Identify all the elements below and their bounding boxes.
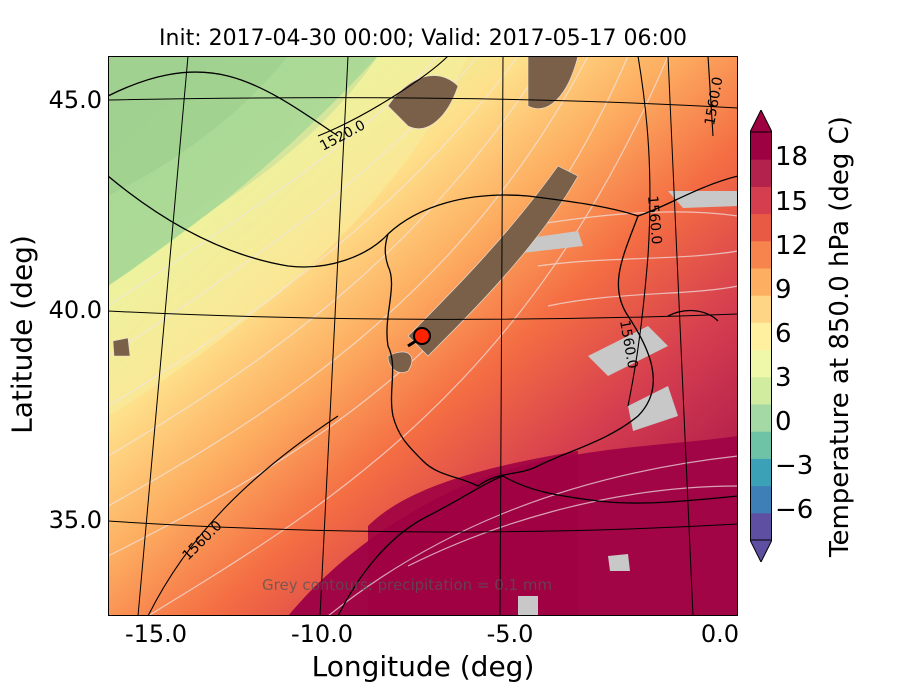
location-marker	[407, 327, 431, 348]
colorbar-label: Temperature at 850.0 hPa (deg C)	[825, 116, 855, 557]
colorbar-extend-max	[750, 110, 772, 133]
colorbar-segment	[750, 485, 772, 514]
y-tick-label: 40.0	[48, 296, 102, 324]
coastline-iberia	[384, 194, 654, 487]
meridian-0	[667, 56, 694, 616]
colorbar-segment	[750, 404, 772, 432]
meridian-15	[137, 56, 189, 616]
map-panel: 1520.0 1560.0 1560.0 1560.0 1560.0	[108, 56, 738, 616]
x-tick-label: 0.0	[700, 620, 740, 648]
x-tick-label: -15.0	[124, 620, 188, 648]
y-axis-label: Latitude (deg)	[5, 235, 39, 434]
colorbar-tick: 6	[775, 319, 792, 349]
colorbar-segment	[750, 295, 772, 323]
precipitation-annotation: Grey contours: precipitation = 0.1 mm	[262, 576, 553, 594]
colorbar-tick: −3	[775, 451, 814, 481]
colorbar-tick: 9	[775, 275, 792, 305]
colorbar-segment	[750, 458, 772, 487]
colorbar-tick: 15	[775, 187, 809, 217]
colorbar-tick: −6	[775, 495, 814, 525]
parallel-45	[108, 97, 738, 109]
contour-label: 1560.0	[644, 195, 664, 245]
colorbar-segment	[750, 132, 772, 160]
colorbar-segment	[750, 186, 772, 215]
colorbar-tick: 12	[775, 231, 809, 261]
colorbar-segment	[750, 322, 772, 351]
x-tick-label: -10.0	[290, 620, 354, 648]
colorbar-segment	[750, 213, 772, 242]
x-tick-label: -5.0	[486, 620, 534, 648]
y-tick-label: 45.0	[48, 86, 102, 114]
parallel-35	[108, 520, 738, 533]
colorbar-tick: 3	[775, 363, 792, 393]
plot-title: Init: 2017-04-30 00:00; Valid: 2017-05-1…	[159, 26, 687, 51]
colorbar-segment	[750, 376, 772, 405]
colorbar-segment	[750, 159, 772, 187]
colorbar-segment	[750, 512, 772, 541]
y-tick-label: 35.0	[48, 506, 102, 534]
meridian-5	[499, 56, 504, 616]
coastline-africa	[337, 475, 738, 616]
colorbar-tick: 18	[775, 142, 809, 172]
colorbar-extend-min	[750, 539, 772, 562]
colorbar-segment	[750, 240, 772, 269]
meridian-10	[319, 56, 349, 616]
parallel-40	[108, 310, 738, 320]
colorbar-segment	[750, 268, 772, 296]
colorbar-tick: 0	[775, 407, 792, 437]
colorbar-segment	[750, 431, 772, 459]
colorbar	[750, 110, 772, 562]
x-axis-label: Longitude (deg)	[311, 650, 535, 683]
colorbar-segment	[750, 349, 772, 378]
